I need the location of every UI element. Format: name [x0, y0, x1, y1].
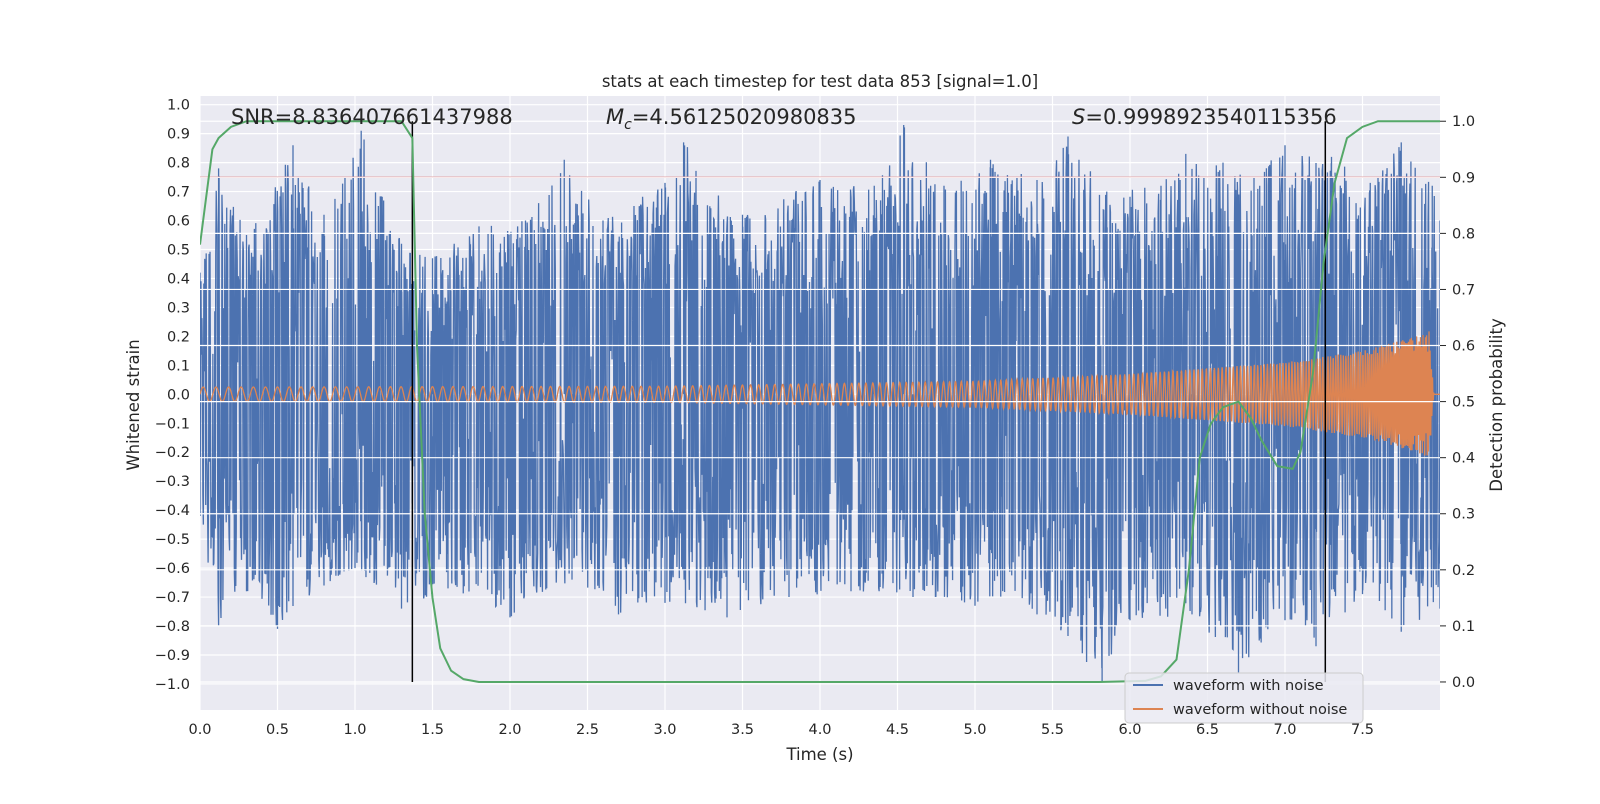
y2-tick-label: 0.7: [1452, 282, 1475, 298]
y-tick-label: 0.9: [167, 127, 190, 143]
y2-tick-label: 0.8: [1452, 226, 1475, 242]
x-tick-label: 6.0: [1118, 722, 1141, 738]
chirp-mass-annotation: Mc=4.56125020980835: [606, 105, 857, 133]
y-tick-label: −0.8: [155, 619, 190, 635]
chirp-mass-subscript: c: [624, 117, 632, 133]
x-tick-label: 4.0: [808, 722, 831, 738]
y-tick-label: −1.0: [155, 677, 190, 693]
x-tick-label: 0.5: [266, 722, 289, 738]
legend-box: [1124, 672, 1364, 724]
noisy-waveform: [200, 124, 1440, 682]
x-tick-label: 2.5: [576, 722, 599, 738]
y2-tick-label: 0.3: [1452, 507, 1475, 523]
y-tick-label: 1.0: [167, 98, 190, 114]
chirp-mass-value: =4.56125020980835: [632, 105, 857, 129]
y2-tick-label: 0.2: [1452, 563, 1475, 579]
y-tick-label: −0.6: [155, 561, 190, 577]
y-tick-label: −0.3: [155, 474, 190, 490]
noisy-waveform-line: [200, 124, 1440, 682]
y2-tick-label: 0.4: [1452, 451, 1475, 467]
y-tick-label: 0.7: [167, 185, 190, 201]
y-tick-label: −0.1: [155, 416, 190, 432]
y2-tick-label: 0.9: [1452, 170, 1475, 186]
y-ticks: 1.0 0.9 0.8 0.7 0.6 0.5 0.4 0.3 0.2 0.1 0.0 −0.1 −0.…: [155, 98, 190, 693]
y-axis-label: Whitened strain: [124, 339, 143, 470]
x-tick-label: 7.0: [1273, 722, 1296, 738]
x-tick-label: 7.5: [1351, 722, 1374, 738]
marker-lines: [411, 121, 1327, 682]
x-tick-label: 3.0: [653, 722, 676, 738]
y2-tick-label: 0.0: [1452, 675, 1475, 691]
score-annotation: S=0.9998923540115356: [1072, 105, 1337, 129]
snr-annotation: SNR=8.836407661437988: [231, 105, 513, 129]
y2-ticks: 1.0 0.9 0.8 0.7 0.6 0.5 0.4 0.3 0.2 0.1 0.0: [1440, 114, 1475, 691]
y-tick-label: −0.9: [155, 648, 190, 664]
y2-tick-label: 1.0: [1452, 114, 1475, 130]
y-tick-label: 0.0: [167, 387, 190, 403]
legend: waveform with noise waveform without noi…: [1124, 672, 1364, 724]
x-tick-label: 3.5: [731, 722, 754, 738]
plot-area: [200, 120, 1440, 683]
x-tick-label: 6.5: [1196, 722, 1219, 738]
y-tick-label: −0.4: [155, 503, 190, 519]
x-tick-label: 4.5: [886, 722, 909, 738]
x-tick-label: 5.5: [1041, 722, 1064, 738]
legend-label-noisy: waveform with noise: [1173, 678, 1324, 694]
x-axis-label: Time (s): [785, 745, 853, 764]
y-tick-label: 0.8: [167, 156, 190, 172]
x-tick-label: 2.0: [498, 722, 521, 738]
x-tick-label: 1.5: [421, 722, 444, 738]
y-tick-label: 0.2: [167, 329, 190, 345]
score-symbol: S: [1072, 105, 1085, 129]
chart-title: stats at each timestep for test data 853…: [602, 72, 1038, 91]
y2-tick-label: 0.6: [1452, 339, 1475, 355]
y-tick-label: 0.4: [167, 271, 190, 287]
y2-tick-label: 0.1: [1452, 619, 1475, 635]
y2-tick-label: 0.5: [1452, 395, 1475, 411]
x-tick-label: 5.0: [963, 722, 986, 738]
y-tick-label: −0.7: [155, 590, 190, 606]
y2-axis-label: Detection probability: [1487, 318, 1506, 492]
x-tick-label: 1.0: [343, 722, 366, 738]
x-tick-label: 0.0: [188, 722, 211, 738]
y-tick-label: 0.5: [167, 243, 190, 259]
x-ticks: 0.0 0.5 1.0 1.5 2.0 2.5 3.0 3.5 4.0 4.5 5.0 5.5 6.0 6…: [188, 722, 1374, 738]
chirp-mass-symbol: M: [606, 105, 624, 129]
y-tick-label: 0.3: [167, 300, 190, 316]
detection-probability-line: [200, 120, 1440, 683]
y-tick-label: 0.1: [167, 358, 190, 374]
y-tick-label: 0.6: [167, 214, 190, 230]
score-value: =0.9998923540115356: [1085, 105, 1336, 129]
legend-label-clean: waveform without noise: [1173, 702, 1347, 718]
y-tick-label: −0.5: [155, 532, 190, 548]
y-tick-label: −0.2: [155, 445, 190, 461]
